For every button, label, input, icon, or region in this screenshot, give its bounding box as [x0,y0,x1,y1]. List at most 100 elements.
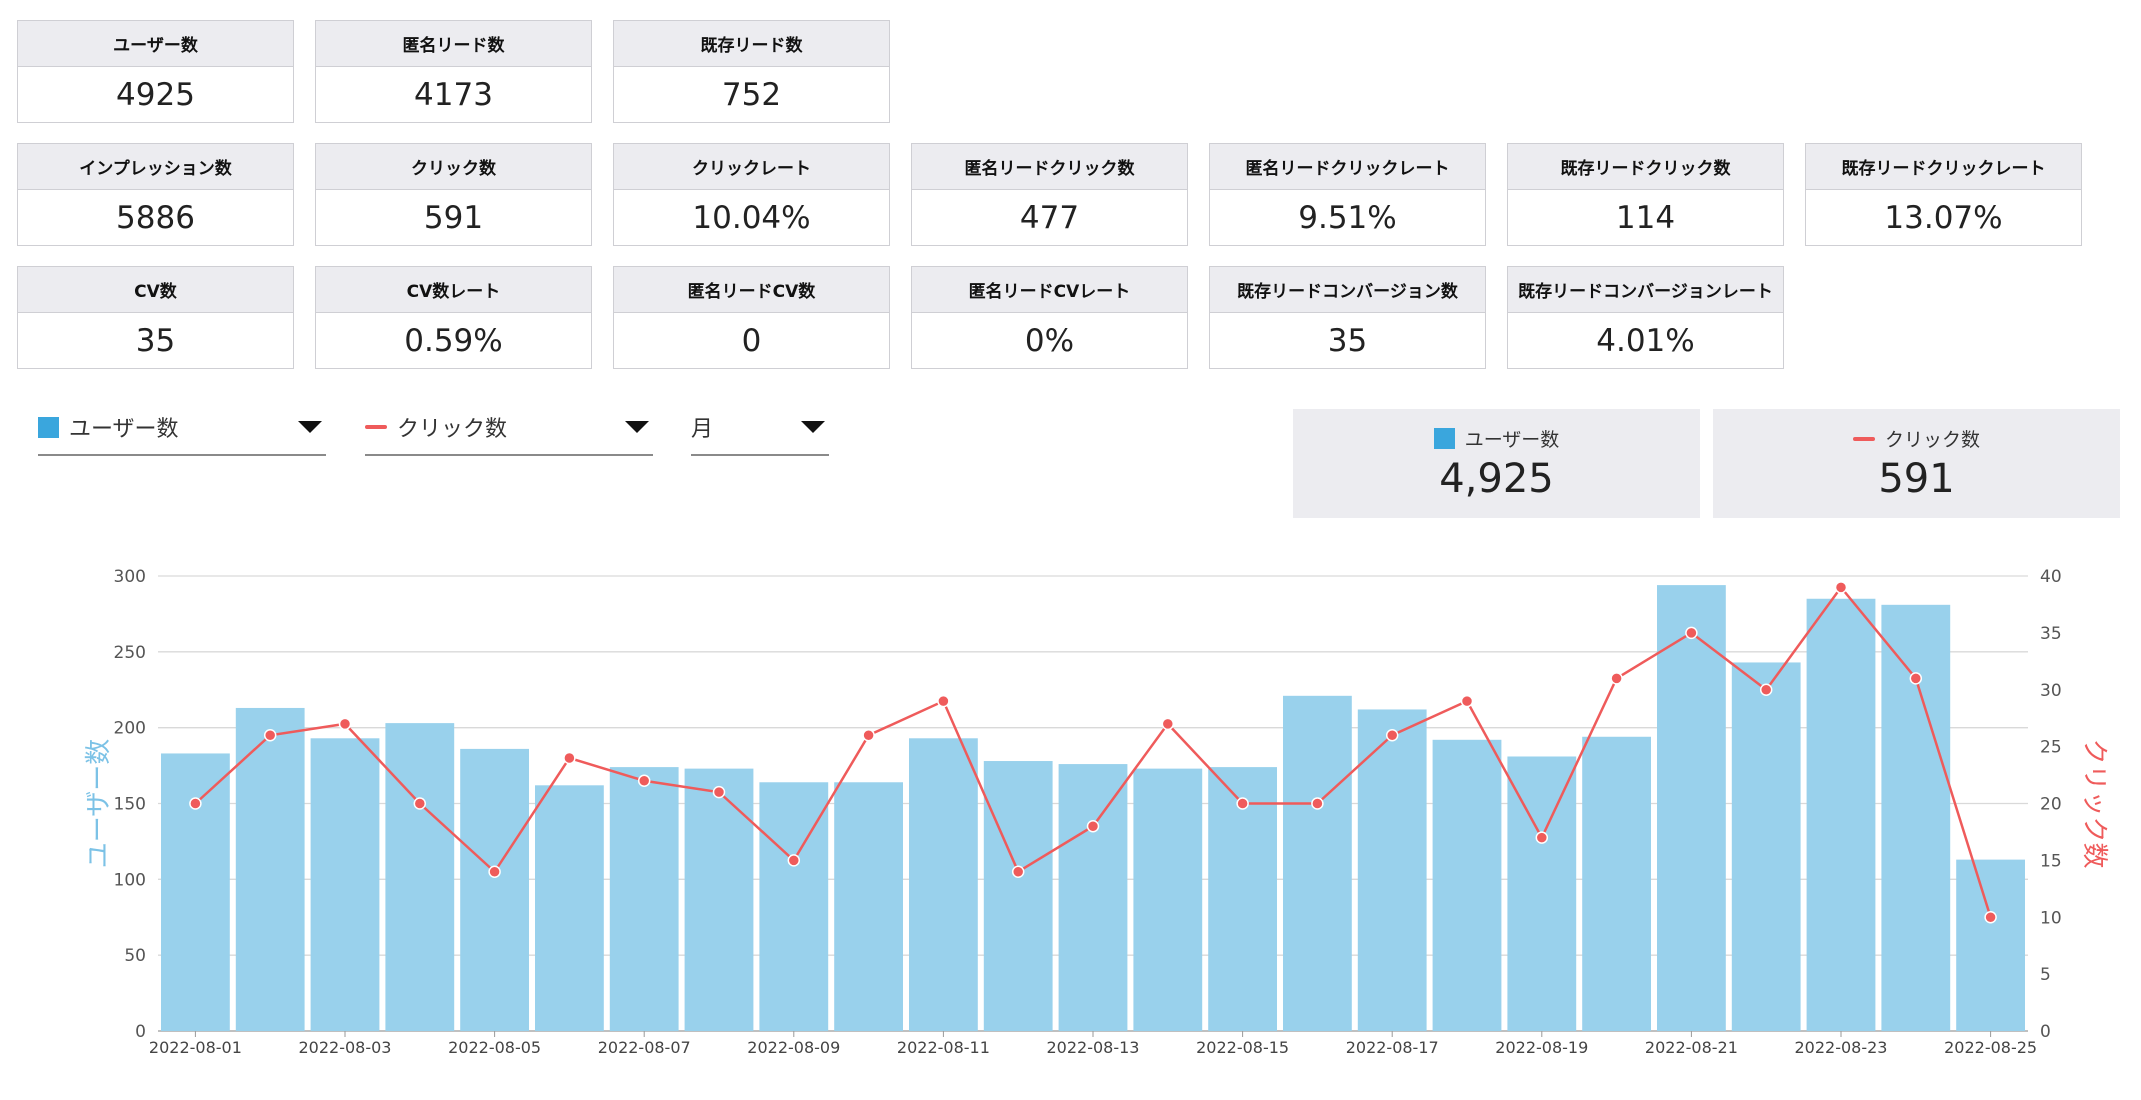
right-metric-select[interactable]: クリック数 [365,400,653,456]
bar [1058,764,1128,1031]
line-point [1161,717,1175,731]
line-legend-icon [1852,436,1875,441]
legend-value: 4,925 [1439,456,1554,502]
left-metric-value: ユーザー数 [69,417,179,442]
y-tick-label: 0 [135,1022,146,1042]
bar-legend-square-icon [38,416,59,438]
kpi-label: 既存リードクリックレート [1806,144,2081,190]
chevron-down-icon[interactable] [298,421,322,433]
bar [385,723,455,1031]
kpi-label: 匿名リードクリックレート [1210,144,1485,190]
y-tick-label: 200 [114,719,146,739]
bar [1731,662,1801,1031]
kpi-label: 匿名リードCV数 [614,267,889,313]
chevron-down-icon[interactable] [625,421,649,433]
x-tick-label: 2022-08-05 [448,1038,541,1057]
kpi-value: 35 [135,323,176,359]
y-tick-label: 50 [124,946,146,966]
kpi-card: 既存リードコンバージョンレート 4.01% [1507,266,1784,369]
bar [1582,736,1651,1031]
bar [310,738,380,1031]
line-point [1834,581,1848,594]
line-point [1909,672,1923,685]
bar [1432,739,1502,1031]
y2-tick-label: 0 [2040,1022,2051,1042]
period-select[interactable]: 月 [691,400,829,456]
bar [1133,768,1203,1031]
kpi-label: 既存リードクリック数 [1508,144,1783,190]
kpi-value: 35 [1327,323,1368,359]
y2-tick-label: 5 [2040,965,2051,985]
line-point [1311,797,1324,810]
line-point [413,797,427,810]
line-point [1011,865,1025,878]
line-legend-icon [365,425,387,429]
line-point [189,797,202,810]
bar [684,768,754,1031]
y-tick-label: 150 [114,795,146,815]
kpi-label: CV数 [18,267,293,313]
line-point [263,729,277,742]
x-tick-label: 2022-08-11 [897,1038,990,1057]
bar [235,707,305,1031]
kpi-value: 4173 [414,77,493,113]
bar [161,753,230,1031]
y-tick-label: 300 [114,567,146,587]
bar [1956,859,2025,1031]
y2-tick-label: 35 [2040,624,2062,644]
kpi-card: クリックレート 10.04% [613,143,890,246]
kpi-value: 0% [1024,323,1075,359]
line-point [1236,797,1249,810]
y-tick-label: 100 [114,870,146,890]
x-tick-label: 2022-08-09 [747,1038,840,1057]
y2-tick-label: 25 [2040,738,2062,758]
legend-summary-clicks: クリック数 591 [1713,409,2120,518]
kpi-card: 匿名リード数 4173 [315,20,592,123]
line-point [488,865,501,878]
kpi-card: CV数レート 0.59% [315,266,592,369]
kpi-value: 477 [1019,200,1080,236]
y2-tick-label: 20 [2040,795,2062,815]
chevron-down-icon[interactable] [801,421,825,433]
kpi-row-2: インプレッション数 5886 クリック数 591 クリックレート 10.04% 匿名リ… [17,143,2082,246]
line-point [1460,694,1474,708]
bar [834,782,903,1031]
kpi-label: 匿名リード数 [316,21,591,67]
kpi-row-3: CV数 35 CV数レート 0.59% 匿名リードCV数 0 匿名リードCVレート 0%… [17,266,1784,369]
kpi-label: CV数レート [316,267,591,313]
right-metric-label-wrap: クリック数 [365,411,625,443]
line-point [637,774,651,787]
kpi-value: 4.01% [1596,323,1695,359]
kpi-card: ユーザー数 4925 [17,20,294,123]
bar [1657,585,1726,1031]
kpi-card: 匿名リードCVレート 0% [911,266,1188,369]
kpi-value: 10.04% [692,200,811,236]
kpi-value: 13.07% [1884,200,2003,236]
kpi-value: 114 [1615,200,1676,236]
kpi-value: 5886 [116,200,195,236]
legend-value: 591 [1878,456,1955,502]
kpi-label: インプレッション数 [18,144,293,190]
kpi-card: 既存リードコンバージョン数 35 [1209,266,1486,369]
line-point [1610,672,1623,685]
y2-axis-title: クリック数 [2079,738,2109,868]
x-tick-label: 2022-08-25 [1944,1038,2037,1057]
kpi-card: インプレッション数 5886 [17,143,294,246]
kpi-value: 0 [741,323,762,359]
kpi-label: 既存リードコンバージョン数 [1210,267,1485,313]
legend-label-wrap: ユーザー数 [1433,425,1559,452]
bar [1806,598,1876,1031]
kpi-value: 9.51% [1298,200,1397,236]
kpi-label: 既存リード数 [614,21,889,67]
bar [909,738,978,1031]
kpi-value: 4925 [116,77,195,113]
kpi-card: 既存リード数 752 [613,20,890,123]
left-metric-select[interactable]: ユーザー数 [38,400,326,456]
bar [460,748,529,1031]
x-tick-label: 2022-08-19 [1495,1038,1588,1057]
kpi-row-1: ユーザー数 4925 匿名リード数 4173 既存リード数 752 [17,20,890,123]
bar [535,785,604,1031]
bar [1507,756,1577,1031]
x-tick-label: 2022-08-07 [598,1038,691,1057]
bar [1881,604,1951,1031]
